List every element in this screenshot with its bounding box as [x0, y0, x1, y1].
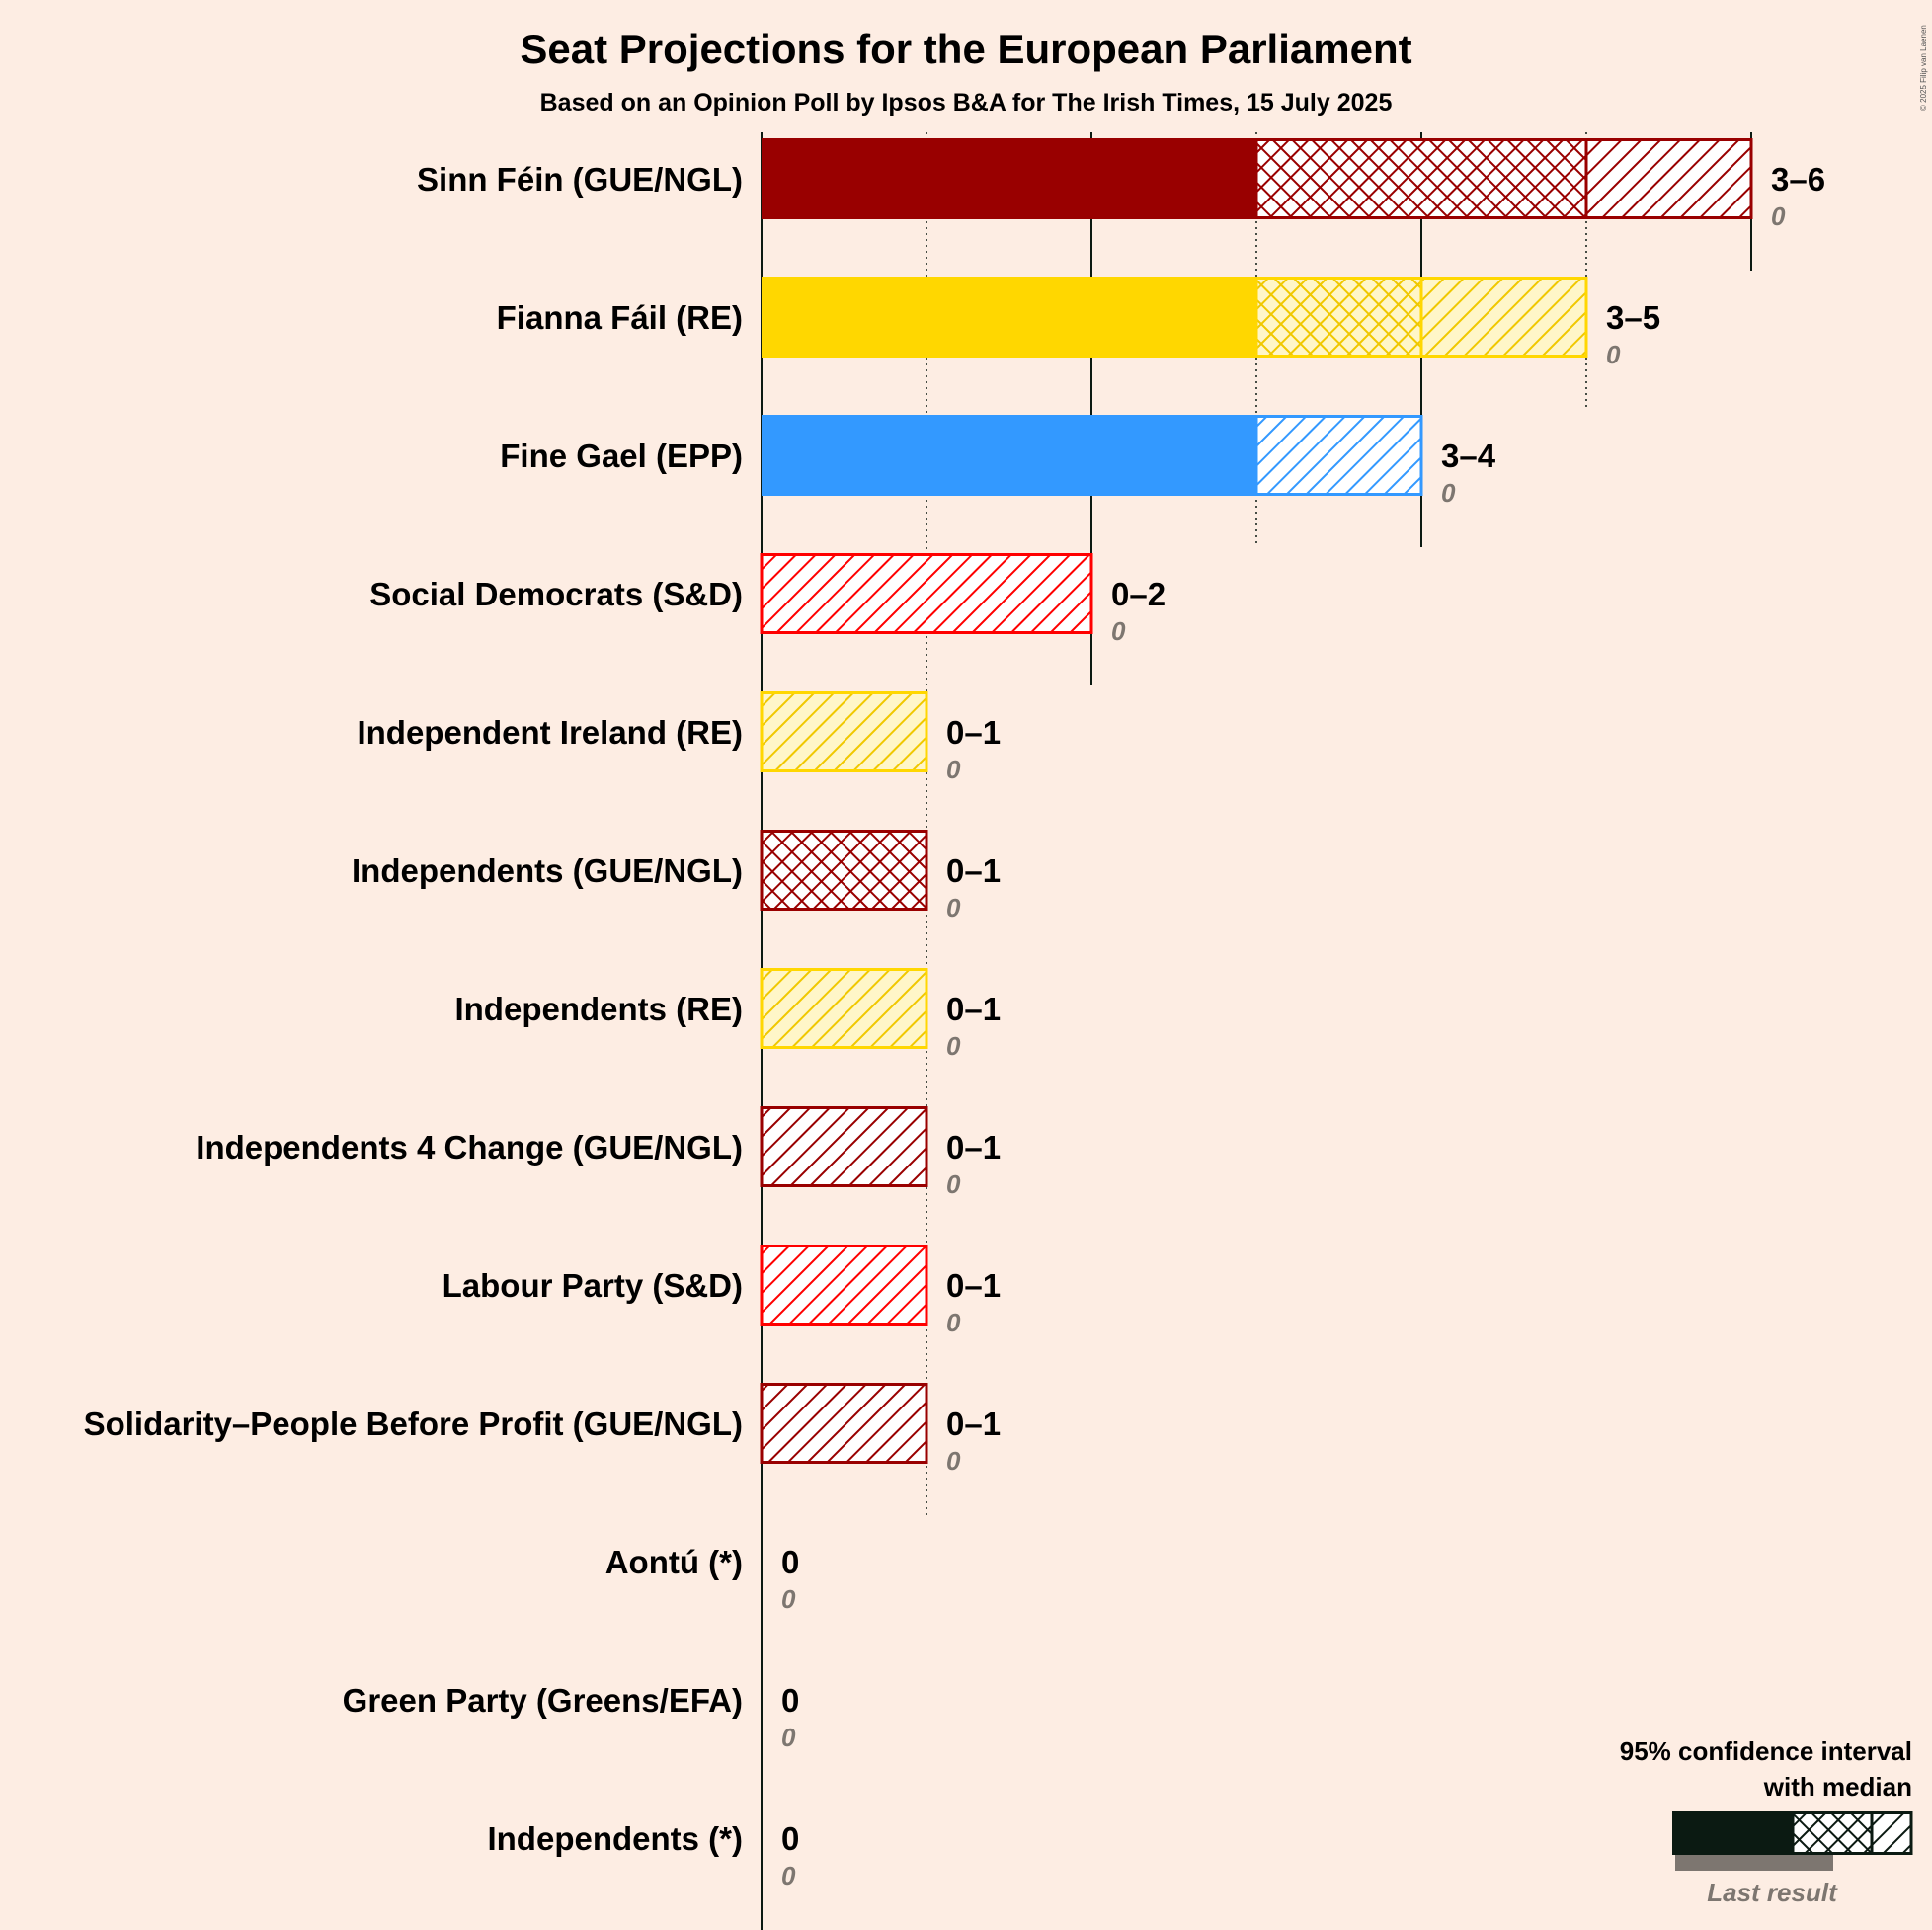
- bar-hatch: [760, 1383, 928, 1464]
- range-label: 0–1: [946, 991, 1001, 1027]
- last-result-label: 0: [946, 755, 961, 784]
- bar-crosshatch: [1254, 138, 1588, 219]
- legend-hatch: [1870, 1811, 1913, 1855]
- party-label: Solidarity–People Before Profit (GUE/NGL…: [84, 1406, 743, 1442]
- party-label: Independents (*): [487, 1820, 743, 1857]
- last-result-label: 0: [946, 1446, 961, 1476]
- party-label: Independents (GUE/NGL): [352, 852, 743, 889]
- range-label: 0–1: [946, 714, 1001, 751]
- party-label: Aontú (*): [605, 1544, 743, 1580]
- chart-subtitle: Based on an Opinion Poll by Ipsos B&A fo…: [540, 89, 1393, 117]
- range-label: 3–4: [1441, 438, 1496, 474]
- party-label: Sinn Féin (GUE/NGL): [417, 161, 743, 198]
- legend-median-label: with median: [1763, 1772, 1912, 1802]
- legend-last-bar: [1675, 1855, 1833, 1871]
- party-label: Independent Ireland (RE): [357, 714, 743, 751]
- range-label: 0–1: [946, 852, 1001, 889]
- party-label: Independents 4 Change (GUE/NGL): [196, 1129, 743, 1166]
- bar-hatch: [1254, 415, 1423, 496]
- bar-crosshatch: [760, 830, 928, 911]
- party-label: Labour Party (S&D): [443, 1267, 743, 1304]
- bar-hatch: [760, 1106, 928, 1187]
- last-result-label: 0: [1111, 616, 1126, 646]
- last-result-label: 0: [946, 893, 961, 923]
- party-label: Independents (RE): [454, 991, 743, 1027]
- last-result-label: 0: [1441, 478, 1456, 508]
- range-label: 0–1: [946, 1267, 1001, 1304]
- last-result-label: 0: [1771, 201, 1786, 231]
- last-result-label: 0: [781, 1723, 796, 1752]
- range-label: 0–1: [946, 1406, 1001, 1442]
- bar-hatch: [760, 1245, 928, 1326]
- legend-solid: [1672, 1811, 1793, 1855]
- last-result-label: 0: [781, 1861, 796, 1890]
- party-label: Social Democrats (S&D): [369, 576, 743, 612]
- bar-hatch: [760, 691, 928, 772]
- legend-crosshatch: [1791, 1811, 1874, 1855]
- last-result-label: 0: [781, 1584, 796, 1614]
- bar-hatch: [1584, 138, 1753, 219]
- party-label: Fine Gael (EPP): [500, 438, 743, 474]
- range-label: 3–5: [1606, 299, 1660, 336]
- bar-hatch: [760, 553, 1093, 634]
- legend-last-label: Last result: [1707, 1878, 1838, 1907]
- bar-crosshatch: [1254, 277, 1423, 358]
- bar-solid: [762, 415, 1256, 496]
- bar-solid: [762, 277, 1256, 358]
- bar-solid: [762, 138, 1256, 219]
- legend: 95% confidence interval with median Last r…: [1620, 1736, 1913, 1907]
- range-label: 3–6: [1771, 161, 1825, 198]
- party-label: Fianna Fáil (RE): [497, 299, 743, 336]
- last-result-label: 0: [1606, 340, 1621, 369]
- chart-title: Seat Projections for the European Parlia…: [520, 26, 1411, 72]
- copyright-note: © 2025 Filip van Laenen: [1919, 25, 1928, 111]
- range-label: 0–2: [1111, 576, 1166, 612]
- last-result-label: 0: [946, 1031, 961, 1061]
- last-result-label: 0: [946, 1308, 961, 1337]
- bars: [760, 138, 1753, 1464]
- legend-ci-label: 95% confidence interval: [1620, 1736, 1912, 1766]
- bar-hatch: [1419, 277, 1588, 358]
- range-label: 0: [781, 1820, 799, 1857]
- range-label: 0–1: [946, 1129, 1001, 1166]
- bar-hatch: [760, 968, 928, 1049]
- last-result-label: 0: [946, 1169, 961, 1199]
- range-label: 0: [781, 1544, 799, 1580]
- range-label: 0: [781, 1682, 799, 1719]
- party-label: Green Party (Greens/EFA): [343, 1682, 743, 1719]
